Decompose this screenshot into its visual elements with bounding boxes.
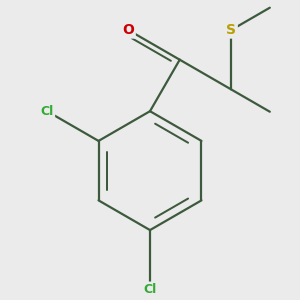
Text: Cl: Cl <box>143 283 157 296</box>
Text: Cl: Cl <box>40 105 54 118</box>
Text: O: O <box>122 23 134 37</box>
Text: S: S <box>226 23 236 37</box>
